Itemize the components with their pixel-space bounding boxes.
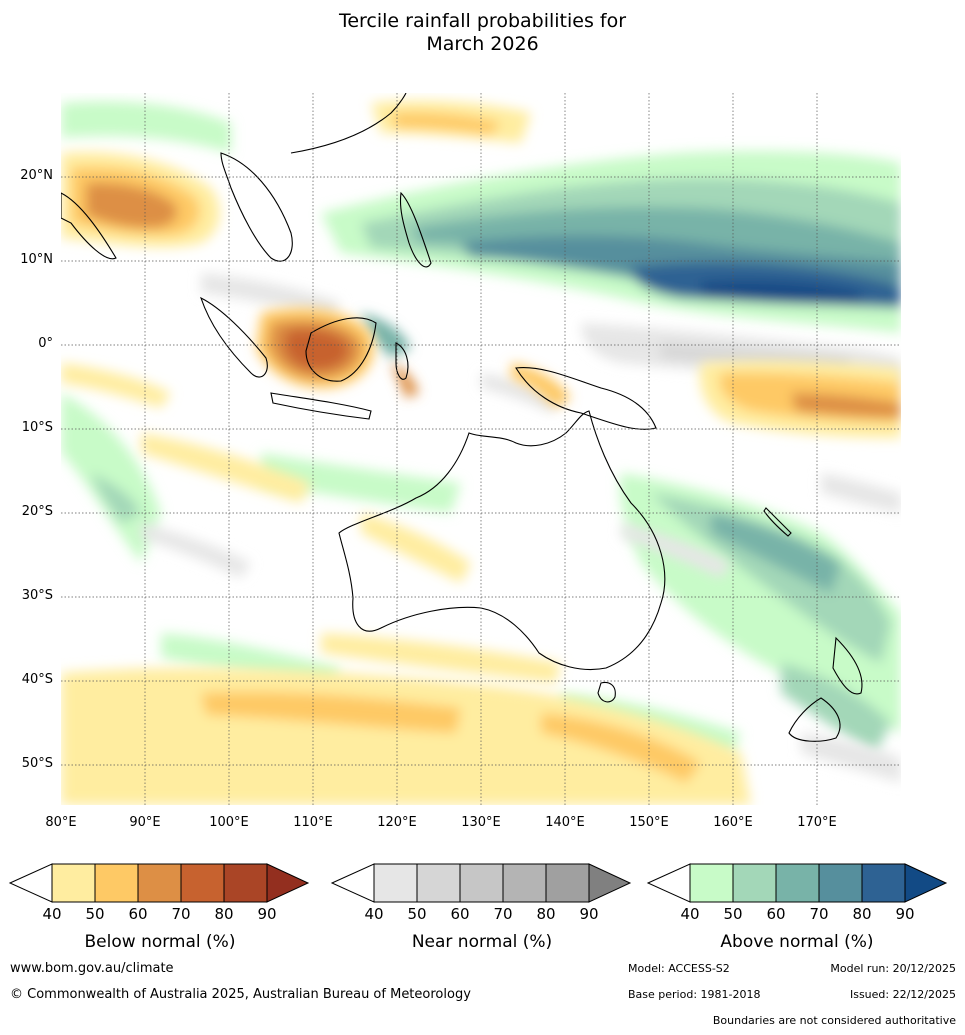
lat-label-40s: 40°S [21,672,53,687]
above-normal-swatch-under [646,863,691,903]
below-normal-tick-90: 90 [257,905,277,923]
new-zealand-north-outline [832,636,863,695]
model-run-date: Model run: 20/12/2025 [830,962,956,975]
lat-label-equator: 0° [38,336,53,351]
below-normal-swatch-50-60 [94,863,139,903]
lat-label-10n: 10°N [20,252,53,267]
title-line-2: March 2026 [426,33,539,55]
new-caledonia-outline [763,507,792,537]
below-normal-shading [61,100,901,805]
china-coast-outline [290,93,407,154]
lon-label-90e: 90°E [129,815,161,830]
above-normal-tick-90: 90 [895,905,915,923]
website-link[interactable]: www.bom.gov.au/climate [10,961,174,976]
below-normal-colorbar [8,863,310,903]
lat-label-10s: 10°S [21,420,53,435]
below-normal-swatch-under [8,863,53,903]
lon-label-80e: 80°E [45,815,77,830]
above-normal-swatch-80-90 [861,863,906,903]
above-normal-swatch-50-60 [732,863,777,903]
near-normal-legend-title: Near normal (%) [411,932,553,952]
below-normal-swatch-60-70 [137,863,182,903]
near-normal-swatch-over [588,863,632,903]
map-title: Tercile rainfall probabilities for March… [0,10,965,56]
near-normal-tick-50: 50 [407,905,427,923]
above-normal-shading [61,101,901,758]
tasmania-outline [597,681,616,703]
lat-label-30s: 30°S [21,588,53,603]
indochina-outline [220,152,293,262]
below-normal-tick-70: 70 [171,905,191,923]
lat-label-20s: 20°S [21,504,53,519]
above-normal-swatch-over [904,863,948,903]
map-canvas [61,93,901,805]
title-line-1: Tercile rainfall probabilities for [338,10,627,32]
near-normal-swatch-40-50 [373,863,418,903]
near-normal-tick-60: 60 [450,905,470,923]
above-normal-legend-title: Above normal (%) [720,932,874,952]
below-normal-tick-50: 50 [85,905,105,923]
java-outline [270,392,372,420]
lon-label-160e: 160°E [713,815,753,830]
base-period: Base period: 1981-2018 [628,988,761,1001]
coastlines [61,93,863,742]
near-normal-swatch-80-90 [545,863,590,903]
near-normal-swatch-70-80 [502,863,547,903]
lon-label-100e: 100°E [209,815,249,830]
below-normal-tick-80: 80 [214,905,234,923]
model-name: Model: ACCESS-S2 [628,962,730,975]
near-normal-tick-40: 40 [364,905,384,923]
rainfall-probability-map [61,93,901,805]
below-normal-tick-60: 60 [128,905,148,923]
above-normal-tick-40: 40 [680,905,700,923]
sumatra-outline [200,296,268,378]
below-normal-tick-40: 40 [42,905,62,923]
issued-date: Issued: 22/12/2025 [849,988,956,1001]
near-normal-tick-80: 80 [536,905,556,923]
lon-label-150e: 150°E [629,815,669,830]
above-normal-tick-80: 80 [852,905,872,923]
new-guinea-outline [515,367,657,430]
above-normal-tick-70: 70 [809,905,829,923]
below-normal-swatch-80-90 [223,863,268,903]
below-normal-swatch-40-50 [51,863,96,903]
graticule [61,93,901,805]
above-normal-tick-60: 60 [766,905,786,923]
lon-label-170e: 170°E [797,815,837,830]
philippines-outline [399,191,432,268]
above-normal-swatch-60-70 [775,863,820,903]
lon-label-110e: 110°E [293,815,333,830]
lat-label-50s: 50°S [21,756,53,771]
new-zealand-south-outline [788,697,841,742]
lon-label-130e: 130°E [461,815,501,830]
below-normal-swatch-70-80 [180,863,225,903]
india-outline [61,192,117,260]
lon-label-140e: 140°E [545,815,585,830]
above-normal-tick-50: 50 [723,905,743,923]
near-normal-swatch-60-70 [459,863,504,903]
copyright-text: © Commonwealth of Australia 2025, Austra… [10,987,471,1002]
near-normal-swatch-50-60 [416,863,461,903]
above-normal-swatch-70-80 [818,863,863,903]
above-normal-swatch-40-50 [689,863,734,903]
near-normal-swatch-under [330,863,375,903]
below-normal-swatch-over [266,863,310,903]
below-normal-legend-title: Below normal (%) [84,932,236,952]
boundaries-disclaimer: Boundaries are not considered authoritat… [712,1014,956,1027]
above-normal-colorbar [646,863,948,903]
sulawesi-outline [395,342,409,380]
near-normal-colorbar [330,863,632,903]
lon-label-120e: 120°E [377,815,417,830]
near-normal-tick-90: 90 [579,905,599,923]
near-normal-tick-70: 70 [493,905,513,923]
lat-label-20n: 20°N [20,168,53,183]
australia-outline [338,410,666,671]
